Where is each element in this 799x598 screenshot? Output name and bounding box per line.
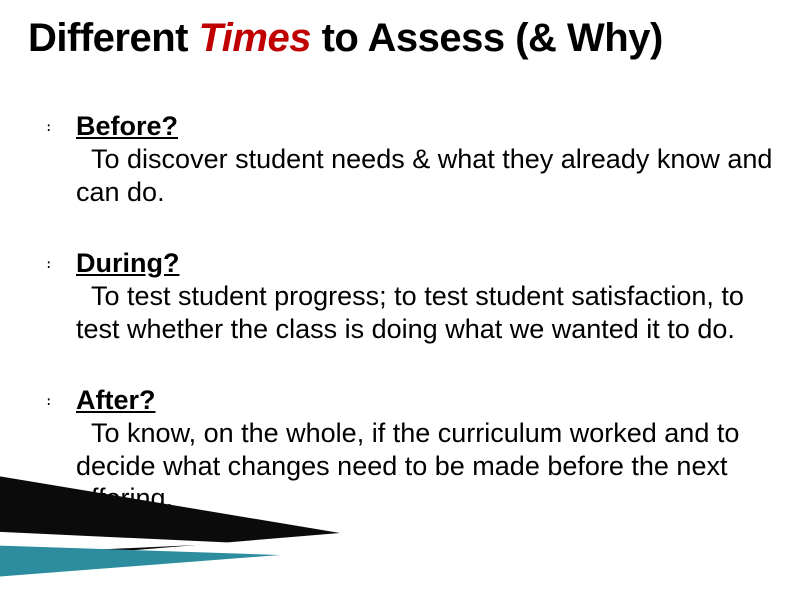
slide-title: Different Times to Assess (& Why) [28, 16, 663, 61]
item-text: To know, on the whole, if the curriculum… [76, 417, 789, 516]
wedge-white [0, 531, 240, 555]
bullet-icon: ։ [46, 254, 51, 274]
list-item: ։ During? To test student progress; to t… [46, 247, 789, 346]
item-heading: Before? [76, 111, 178, 141]
title-part-3: to Assess (& Why) [311, 16, 663, 60]
list-item: ։ Before? To discover student needs & wh… [46, 110, 789, 209]
bullet-icon: ։ [46, 391, 51, 411]
item-text: To test student progress; to test studen… [76, 280, 789, 346]
title-part-1: Different [28, 16, 199, 60]
item-heading: After? [76, 385, 156, 415]
body-content: ։ Before? To discover student needs & wh… [46, 110, 789, 515]
item-text: To discover student needs & what they al… [76, 143, 789, 209]
item-heading: During? [76, 248, 179, 278]
wedge-teal [0, 545, 280, 578]
title-part-2: Times [199, 16, 311, 60]
list-item: ։ After? To know, on the whole, if the c… [46, 384, 789, 516]
bullet-icon: ։ [46, 117, 51, 137]
slide: Different Times to Assess (& Why) ։ Befo… [0, 0, 799, 598]
